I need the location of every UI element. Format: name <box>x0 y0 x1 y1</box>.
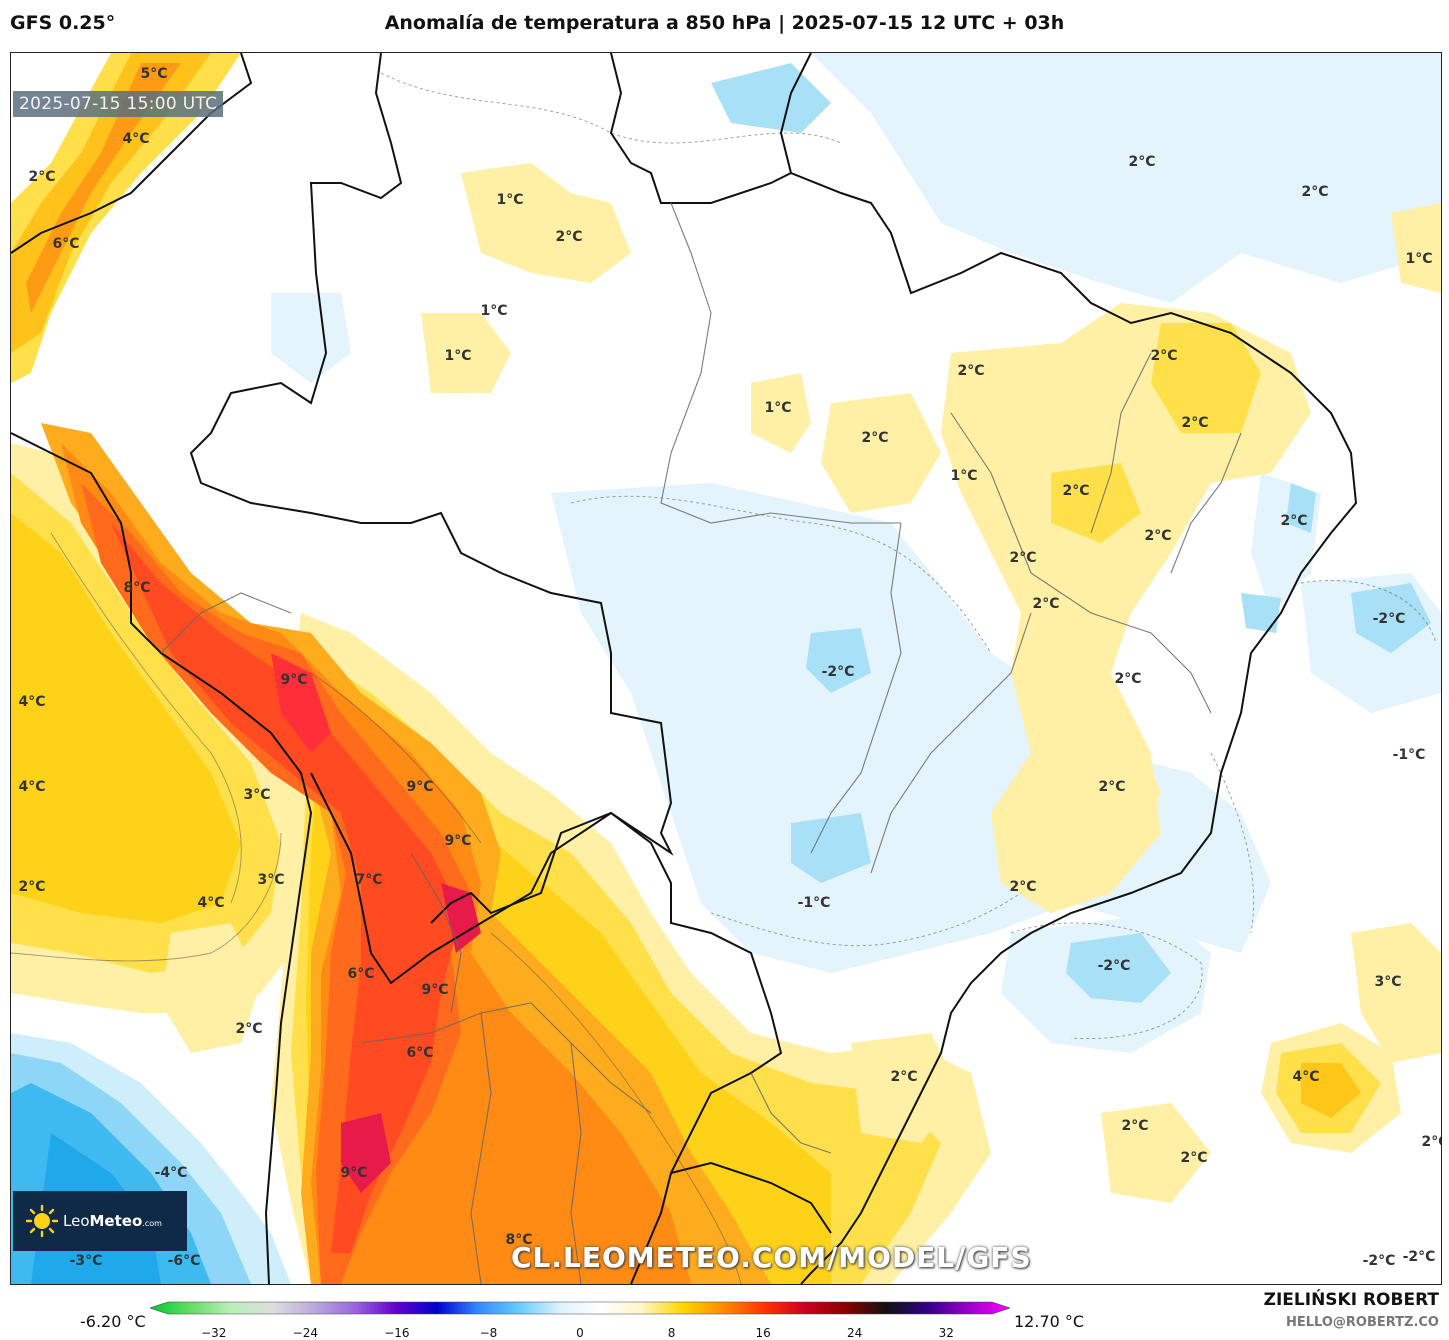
anomaly-label: 2°C <box>235 1021 263 1037</box>
warm-core-orange <box>41 423 771 1284</box>
state-borders <box>160 202 1242 1284</box>
colorbar-tick-label: 32 <box>938 1326 954 1340</box>
author-name: ZIELIŃSKI ROBERT <box>1263 1290 1439 1310</box>
anomaly-label: 2°C <box>1150 348 1178 364</box>
negative-anomaly-mid <box>711 63 1431 1003</box>
anomaly-label: 4°C <box>18 694 46 710</box>
anomaly-label: 2°C <box>1181 415 1209 431</box>
anomaly-label: 2°C <box>890 1069 918 1085</box>
anomaly-label: 1°C <box>480 303 508 319</box>
colorbar-tick-label: 0 <box>576 1326 584 1340</box>
anomaly-label: 2°C <box>1180 1150 1208 1166</box>
anomaly-label: 2°C <box>957 363 985 379</box>
anomaly-label: 3°C <box>243 787 271 803</box>
anomaly-label: 4°C <box>18 779 46 795</box>
anomaly-label: 2°C <box>1098 779 1126 795</box>
north-warm-blobs <box>421 163 1441 1203</box>
anomaly-label: 1°C <box>444 348 472 364</box>
colorbar-tick-label: −8 <box>479 1326 498 1340</box>
anomaly-label: 5°C <box>140 66 168 82</box>
anomaly-label: 1°C <box>1405 251 1433 267</box>
anomaly-label: 2°C <box>1009 879 1037 895</box>
anomaly-label: 2°C <box>1121 1118 1149 1134</box>
northwest-warm-strip <box>11 53 241 383</box>
anomaly-label: 9°C <box>340 1165 368 1181</box>
logo-text: LeoMeteo.com <box>63 1212 162 1230</box>
anomaly-label: -1°C <box>797 895 831 911</box>
anomaly-label: 8°C <box>123 580 151 596</box>
sun-icon <box>25 1204 59 1238</box>
anomaly-label: 2°C <box>1301 184 1329 200</box>
colorbar-tick-label: −16 <box>384 1326 410 1340</box>
anomaly-label: 2°C <box>1421 1134 1441 1150</box>
anomaly-label: 9°C <box>421 982 449 998</box>
anomaly-label: 4°C <box>1292 1069 1320 1085</box>
anomaly-label: 2°C <box>1114 671 1142 687</box>
anomaly-label: 9°C <box>406 779 434 795</box>
anomaly-label: 2°C <box>18 879 46 895</box>
anomaly-label: 2°C <box>1128 154 1156 170</box>
warm-contours <box>11 532 742 1284</box>
author-email[interactable]: HELLO@ROBERTZ.CO <box>1285 1315 1439 1330</box>
logo-brand-meteo: Meteo <box>89 1212 143 1230</box>
colorbar-tick-label: 24 <box>847 1326 863 1340</box>
atlantic-warm-core <box>1301 1063 1361 1118</box>
anomaly-label: 4°C <box>122 131 150 147</box>
colorbar-max-label: 12.70 °C <box>1014 1312 1085 1331</box>
colorbar-tick-label: 16 <box>755 1326 771 1340</box>
anomaly-label: -2°C <box>1402 1249 1436 1265</box>
anomaly-label: 7°C <box>355 872 383 888</box>
anomaly-label: 3°C <box>1374 974 1402 990</box>
leometeo-logo[interactable]: LeoMeteo.com <box>13 1191 187 1251</box>
anomaly-label: -6°C <box>167 1253 201 1269</box>
anomaly-label: -3°C <box>69 1253 103 1269</box>
anomaly-label: 1°C <box>496 192 524 208</box>
anomaly-label: -2°C <box>1097 958 1131 974</box>
anomaly-label: -4°C <box>154 1165 188 1181</box>
source-watermark: CL.LEOMETEO.COM/MODEL/GFS <box>511 1241 1032 1274</box>
valid-time-badge: 2025-07-15 15:00 UTC <box>13 91 224 117</box>
colorbar-tick-label: −32 <box>201 1326 227 1340</box>
anomaly-label: -2°C <box>1372 611 1406 627</box>
contour-lines <box>380 72 1437 1039</box>
anomaly-label: -1°C <box>1392 747 1426 763</box>
anomaly-label: 1°C <box>950 468 978 484</box>
anomaly-label: 1°C <box>764 400 792 416</box>
anomaly-label: -2°C <box>821 664 855 680</box>
anomaly-map <box>11 53 1441 1284</box>
model-name: GFS 0.25° <box>10 12 116 34</box>
country-borders <box>11 53 1358 1284</box>
anomaly-label: 8°C <box>505 1232 533 1248</box>
anomaly-label: 6°C <box>52 236 80 252</box>
anomaly-label: 9°C <box>280 672 308 688</box>
anomaly-label: 6°C <box>406 1045 434 1061</box>
anomaly-label: 9°C <box>444 833 472 849</box>
colorbar-tick-label: 8 <box>667 1326 676 1340</box>
anomaly-label: 2°C <box>1280 513 1308 529</box>
anomaly-label: 2°C <box>1062 483 1090 499</box>
anomaly-label: 3°C <box>257 872 285 888</box>
pacific-warm-band <box>11 443 311 1053</box>
anomaly-label: 2°C <box>1032 596 1060 612</box>
map-area[interactable]: 2025-07-15 15:00 UTC 5°C 4°C 2°C 6°C 1°C 2°C 1… <box>10 52 1442 1285</box>
anomaly-label: 2°C <box>861 430 889 446</box>
anomaly-label: 4°C <box>197 895 225 911</box>
anomaly-label: 2°C <box>1009 550 1037 566</box>
colorbar-min-label: -6.20 °C <box>80 1312 146 1331</box>
map-title: Anomalía de temperatura a 850 hPa | 2025… <box>384 12 1065 34</box>
colorbar <box>150 1301 1010 1315</box>
logo-brand-suffix: .com <box>142 1219 162 1228</box>
anomaly-label: 2°C <box>28 169 56 185</box>
colorbar-tick-label: −24 <box>292 1326 318 1340</box>
anomaly-label: 2°C <box>1144 528 1172 544</box>
anomaly-label: -2°C <box>1362 1253 1396 1269</box>
logo-brand-leo: Leo <box>63 1212 90 1230</box>
anomaly-label: 6°C <box>347 966 375 982</box>
anomaly-label: 2°C <box>555 229 583 245</box>
